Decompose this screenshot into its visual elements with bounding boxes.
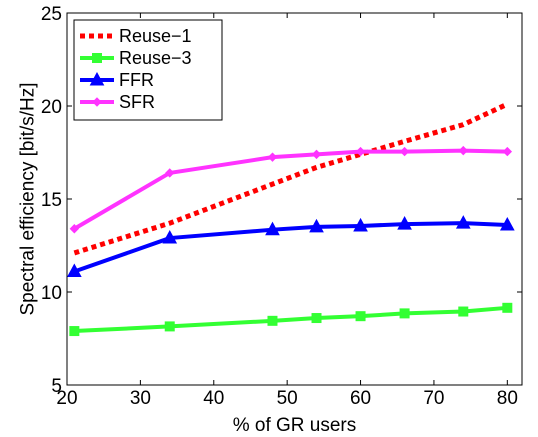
data-point-sfr bbox=[355, 146, 366, 157]
data-point-sfr bbox=[502, 146, 513, 157]
legend-marker bbox=[92, 97, 102, 107]
x-tick-label: 80 bbox=[497, 388, 518, 409]
data-point-ffr bbox=[499, 216, 515, 231]
data-point-reuse-3 bbox=[502, 302, 513, 313]
data-point-sfr bbox=[165, 168, 175, 178]
data-point-sfr bbox=[69, 224, 80, 234]
data-point-ffr bbox=[455, 215, 471, 229]
series-line-ffr bbox=[73, 221, 508, 274]
y-tick-label: 20 bbox=[41, 97, 62, 118]
legend-label: Reuse−1 bbox=[119, 26, 192, 46]
x-axis-label: % of GR users bbox=[233, 415, 357, 436]
legend-marker bbox=[89, 71, 105, 86]
plot-frame bbox=[66, 12, 523, 386]
series-reuse-1 bbox=[73, 101, 509, 256]
data-point-reuse-3 bbox=[458, 306, 469, 317]
data-point-ffr bbox=[397, 216, 412, 230]
y-tick-label: 25 bbox=[41, 4, 62, 25]
legend-marker bbox=[92, 53, 102, 63]
data-point-reuse-3 bbox=[69, 326, 80, 337]
data-point-ffr bbox=[265, 221, 280, 236]
data-point-ffr bbox=[66, 263, 82, 278]
data-point-reuse-3 bbox=[311, 313, 322, 324]
legend-label: FFR bbox=[119, 70, 154, 90]
x-tick-label: 40 bbox=[203, 388, 224, 409]
series-line-sfr bbox=[73, 148, 508, 231]
x-tick-label: 20 bbox=[56, 388, 77, 409]
legend-item-sfr: SFR bbox=[80, 92, 155, 112]
y-tick-label: 15 bbox=[41, 190, 62, 211]
legend-item-reuse-3: Reuse−3 bbox=[80, 48, 192, 68]
y-tick-label: 5 bbox=[51, 376, 62, 397]
legend-item-ffr: FFR bbox=[80, 70, 154, 90]
series-line-reuse-3 bbox=[74, 305, 508, 334]
data-point-sfr bbox=[311, 149, 322, 160]
y-tick-label: 10 bbox=[41, 283, 62, 304]
legend-label: SFR bbox=[119, 92, 155, 112]
data-point-reuse-3 bbox=[164, 321, 175, 332]
series-group bbox=[66, 101, 515, 337]
y-axis-label: Spectral efficiency [bit/s/Hz] bbox=[18, 82, 39, 315]
x-tick-label: 60 bbox=[350, 388, 371, 409]
x-tick-label: 30 bbox=[130, 388, 151, 409]
data-point-ffr bbox=[162, 230, 178, 244]
legend-item-reuse-1: Reuse−1 bbox=[80, 26, 192, 46]
data-point-sfr bbox=[267, 152, 278, 162]
axis-ticks: 20 30 40 50 60 70 80 5 10 15 20 25 bbox=[41, 4, 522, 409]
data-point-ffr bbox=[309, 218, 324, 233]
series-ffr bbox=[66, 215, 515, 278]
series-reuse-3 bbox=[69, 302, 513, 337]
data-point-ffr bbox=[353, 217, 368, 232]
data-point-reuse-3 bbox=[267, 315, 278, 326]
legend-label: Reuse−3 bbox=[119, 48, 192, 68]
series-line-reuse-1 bbox=[73, 101, 509, 256]
data-point-sfr bbox=[399, 146, 410, 157]
series-sfr bbox=[69, 145, 513, 234]
x-tick-label: 70 bbox=[423, 388, 444, 409]
x-tick-label: 50 bbox=[277, 388, 298, 409]
data-point-reuse-3 bbox=[355, 311, 366, 322]
data-point-reuse-3 bbox=[399, 308, 410, 319]
data-point-sfr bbox=[458, 145, 468, 156]
